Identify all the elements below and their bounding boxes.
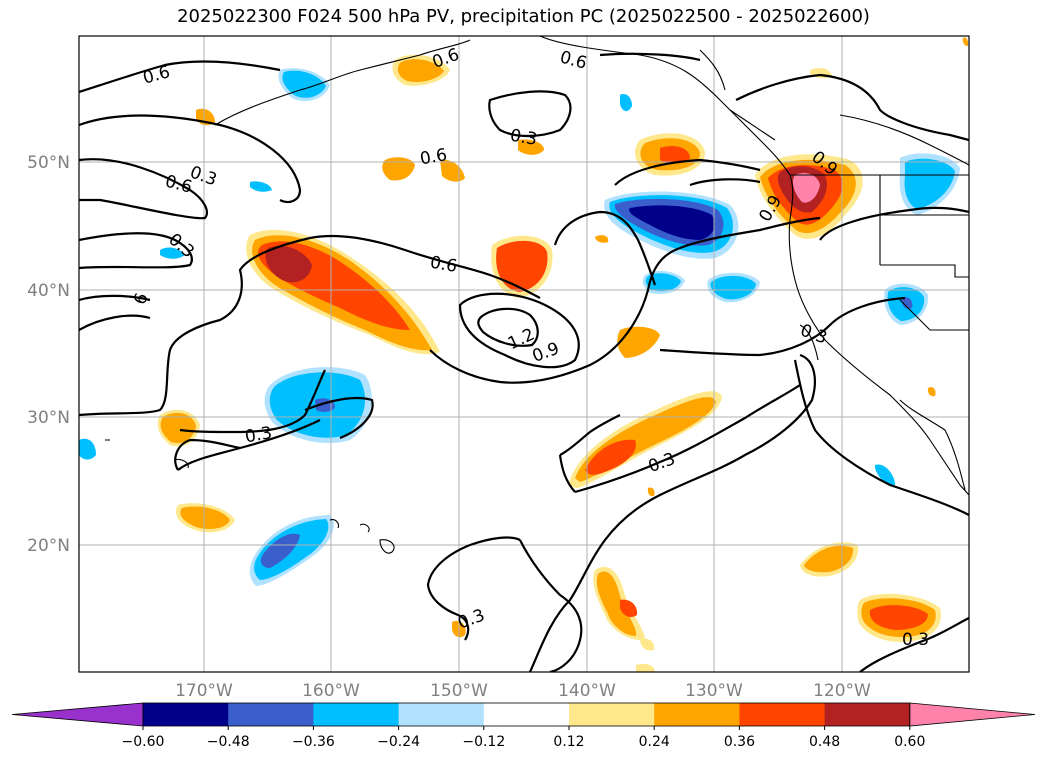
contour-label: 0.6 — [428, 253, 458, 277]
lon-label: 130°W — [685, 681, 743, 701]
colorbar-extend-min — [11, 702, 144, 727]
precip-blobs-small — [157, 37, 969, 672]
colorbar-tick-label: −0.36 — [292, 734, 335, 750]
precip-blob-pnw — [755, 154, 863, 239]
lon-label: 140°W — [558, 681, 616, 701]
colorbar-tick-label: 0.48 — [809, 734, 840, 750]
latitude-labels: 50°N 40°N 30°N 20°N — [27, 153, 70, 556]
lon-label: 120°W — [813, 681, 871, 701]
coastlines — [105, 36, 969, 554]
figure-title: 2025022300 F024 500 hPa PV, precipitatio… — [177, 6, 870, 27]
contour-labels: 0.6 0.6 0.6 0.3 0.6 0.3 0.6 0.3 6 0.6 0.… — [130, 45, 929, 650]
colorbar: −0.60 −0.48 −0.36 −0.24 −0.12 0.12 0.24 0.36 0.4… — [11, 702, 1036, 750]
precip-blob-130w-45n — [604, 191, 739, 259]
colorbar-tick-label: 0.36 — [724, 734, 755, 750]
lon-label: 150°W — [430, 681, 488, 701]
contour-label: 0.3 — [902, 630, 929, 650]
lat-label: 50°N — [27, 153, 70, 173]
colorbar-segment — [143, 703, 229, 726]
map-panel: 0.6 0.6 0.6 0.3 0.6 0.3 0.6 0.3 6 0.6 0.… — [78, 35, 970, 673]
colorbar-segment — [398, 703, 485, 726]
contour-label: 0.3 — [508, 126, 538, 150]
lat-label: 40°N — [27, 281, 70, 301]
colorbar-segment — [569, 703, 655, 726]
colorbar-segment — [824, 703, 911, 726]
colorbar-tick-label: −0.48 — [207, 734, 250, 750]
colorbar-segment — [228, 703, 314, 726]
colorbar-tick-label: 0.24 — [639, 734, 670, 750]
map-frame — [78, 35, 970, 673]
lon-label: 170°W — [175, 681, 233, 701]
longitude-labels: 170°W 160°W 150°W 140°W 130°W 120°W — [175, 681, 871, 701]
colorbar-segment — [313, 703, 400, 726]
colorbar-segment — [739, 703, 826, 726]
precip-blob-163w-20n — [249, 515, 334, 586]
precip-blob-160w — [246, 229, 440, 355]
colorbar-tick-label: −0.12 — [462, 734, 505, 750]
lon-label: 160°W — [302, 681, 360, 701]
colorbar-segment — [654, 703, 740, 726]
lat-label: 30°N — [27, 408, 70, 428]
pv-contours — [79, 52, 969, 672]
colorbar-segment — [483, 703, 570, 726]
lat-label: 20°N — [27, 536, 70, 556]
colorbar-extend-max — [909, 702, 1036, 727]
colorbar-tick-label: −0.24 — [377, 734, 420, 750]
colorbar-tick-label: −0.60 — [122, 734, 165, 750]
precip-blob-147w — [491, 235, 553, 298]
colorbar-frame — [142, 702, 911, 727]
precip-blobs-blue-small — [79, 68, 960, 486]
contour-label: 0.3 — [243, 423, 273, 447]
contour-label: 0.6 — [418, 145, 448, 169]
precipitation-shading — [79, 37, 969, 672]
colorbar-tick-label: 0.60 — [894, 734, 925, 750]
colorbar-tick-label: 0.12 — [553, 734, 584, 750]
precip-blob-135w-27n — [569, 391, 722, 488]
